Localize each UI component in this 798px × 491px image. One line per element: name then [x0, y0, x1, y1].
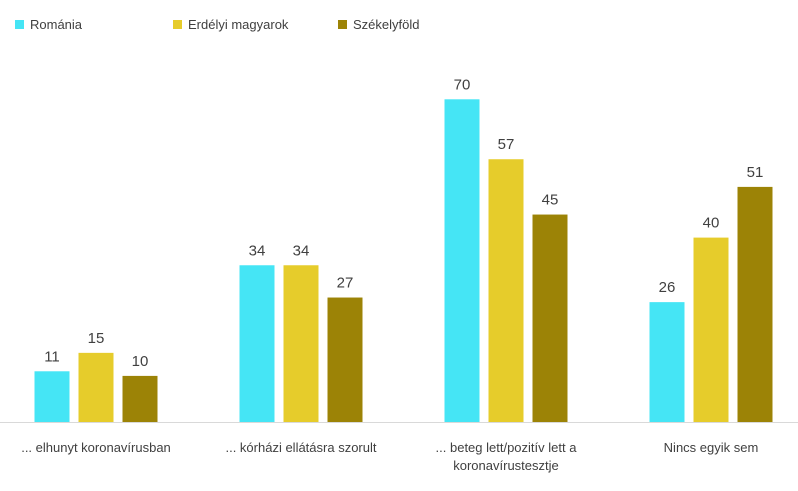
bar-2-3	[488, 159, 524, 423]
bar-1-3	[444, 99, 480, 423]
category-label-3-line-1: ... beteg lett/pozitív lett a	[436, 440, 578, 455]
legend-label-1: Románia	[30, 17, 83, 32]
value-label-2-2: 34	[293, 242, 310, 259]
bar-1-1	[34, 371, 70, 422]
bar-3-4	[737, 186, 773, 422]
value-label-3-2: 27	[337, 275, 354, 292]
value-label-1-3: 70	[454, 76, 471, 93]
bar-2-2	[283, 265, 319, 422]
bar-1-2	[239, 265, 275, 422]
value-label-1-1: 11	[44, 348, 60, 365]
value-label-2-1: 15	[88, 330, 105, 347]
legend-swatch-3	[338, 20, 347, 29]
legend-label-3: Székelyföld	[353, 17, 419, 32]
category-labels: ... elhunyt koronavírusban ... kórházi el…	[21, 440, 758, 473]
bar-1-4	[649, 302, 685, 422]
category-label-1: ... elhunyt koronavírusban	[21, 440, 171, 455]
bars	[34, 99, 773, 423]
value-label-2-3: 57	[498, 136, 515, 153]
value-label-1-2: 34	[249, 242, 266, 259]
bar-3-3	[532, 214, 568, 422]
legend-label-2: Erdélyi magyarok	[188, 17, 289, 32]
category-label-2: ... kórházi ellátásra szorult	[225, 440, 376, 455]
value-label-3-1: 10	[132, 353, 149, 370]
value-label-2-4: 40	[703, 215, 720, 232]
bar-2-1	[78, 352, 114, 422]
legend-swatch-1	[15, 20, 24, 29]
bar-3-1	[122, 375, 158, 422]
value-label-1-4: 26	[659, 279, 676, 296]
legend-swatch-2	[173, 20, 182, 29]
category-label-3-line-2: koronavírustesztje	[453, 458, 559, 473]
value-labels: 11 15 10 34 34 27 70 57 45 26 40 51	[44, 76, 763, 370]
legend: Románia Erdélyi magyarok Székelyföld	[15, 17, 419, 32]
bar-2-4	[693, 237, 729, 422]
value-label-3-3: 45	[542, 192, 559, 209]
value-label-3-4: 51	[747, 164, 764, 181]
category-label-4: Nincs egyik sem	[664, 440, 759, 455]
bar-3-2	[327, 297, 363, 422]
